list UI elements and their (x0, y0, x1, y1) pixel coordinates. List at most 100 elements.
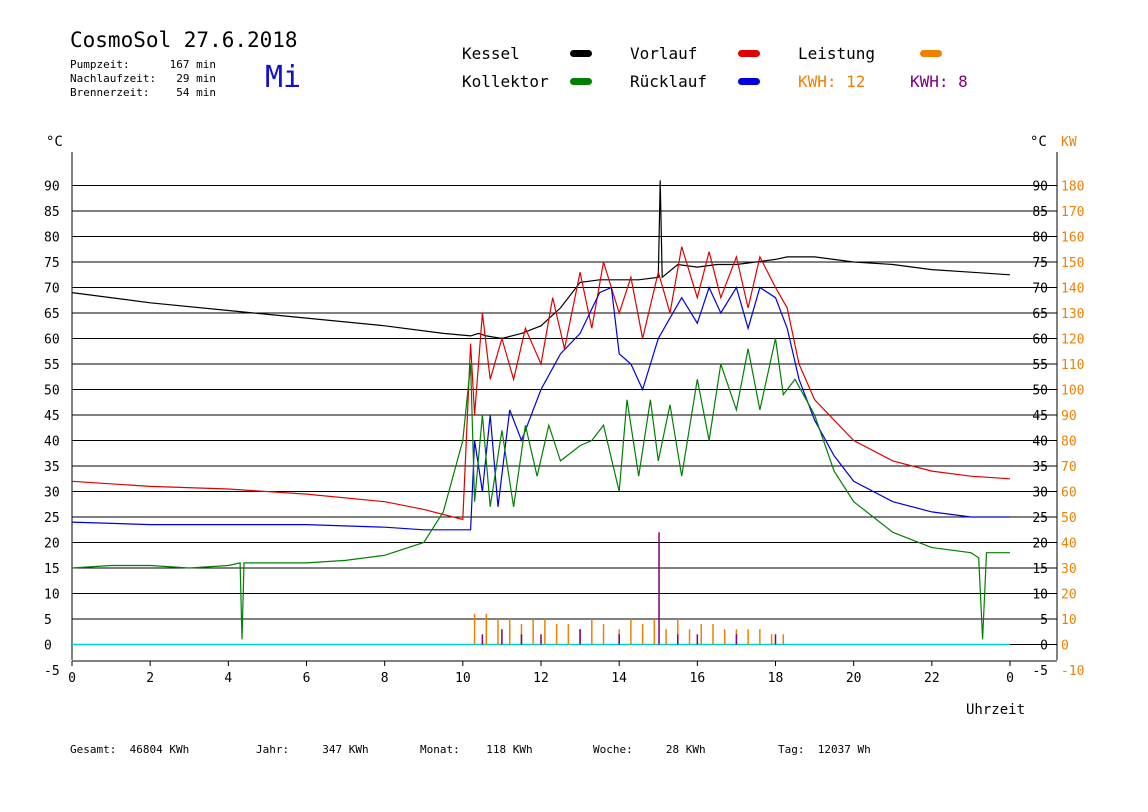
x-tick-label: 16 (690, 671, 706, 686)
weekday-label: Mi (265, 60, 302, 95)
x-axis-ticks: 0 2 4 6 8 10 12 14 16 18 20 22 0 (68, 661, 1014, 686)
pump-time: Pumpzeit: 167 min (70, 58, 216, 71)
y-tick-label-power: 130 (1061, 307, 1084, 322)
x-tick-label: 18 (768, 671, 784, 686)
y-tick-label-power: 60 (1061, 486, 1077, 501)
footer-woche: Woche: 28 KWh (593, 743, 706, 756)
y-tick-label: 5 (44, 613, 52, 628)
legend-kwh-2: KWH: 8 (910, 72, 968, 91)
nachlauf-time-label: Nachlaufzeit: (70, 72, 157, 85)
pump-time-value: 167 min (169, 58, 216, 71)
y-tick-label: 25 (44, 511, 60, 526)
x-tick-label: 12 (533, 671, 549, 686)
y-tick-label: 90 (44, 180, 60, 195)
y-tick-label-right: 15 (1032, 562, 1048, 577)
y-tick-label-right: -5 (1032, 664, 1048, 679)
y-tick-label-power: -10 (1061, 664, 1084, 679)
legend-kessel-swatch (570, 50, 592, 57)
legend-vorlauf-swatch (738, 50, 760, 57)
y-tick-label-power: 110 (1061, 358, 1084, 373)
legend-leistung-swatch (920, 50, 942, 57)
legend-leistung: Leistung (798, 44, 876, 63)
x-tick-label: 0 (68, 671, 76, 686)
y-axis-label-power: KW (1061, 135, 1077, 150)
y-tick-label-power: 180 (1061, 180, 1084, 195)
y-tick-label-power: 90 (1061, 409, 1077, 424)
y-tick-label-power: 40 (1061, 537, 1077, 552)
y-tick-label-power: 170 (1061, 205, 1084, 220)
nachlauf-time: Nachlaufzeit: 29 min (70, 72, 216, 85)
y-tick-label-right: 45 (1032, 409, 1048, 424)
y-tick-label-power: 30 (1061, 562, 1077, 577)
footer-monat-label: Monat: (420, 743, 460, 756)
footer-tag: Tag: 12037 Wh (778, 743, 871, 756)
y-tick-label: 0 (44, 639, 52, 654)
footer-tag-value: 12037 Wh (817, 743, 871, 756)
y-tick-label: 15 (44, 562, 60, 577)
legend-ruecklauf: Rücklauf (630, 72, 708, 91)
footer-jahr: Jahr: 347 KWh (256, 743, 369, 756)
x-tick-label: 22 (924, 671, 940, 686)
y-tick-label-right: 55 (1032, 358, 1048, 373)
y-tick-label: 40 (44, 435, 60, 450)
y-tick-label-right: 35 (1032, 460, 1048, 475)
y-tick-label-power: 80 (1061, 435, 1077, 450)
y-tick-label-power: 120 (1061, 333, 1084, 348)
series-line-kessel (71, 180, 1011, 340)
x-tick-label: 8 (381, 671, 389, 686)
page-title: CosmoSol 27.6.2018 (70, 28, 298, 52)
y-tick-label-power: 150 (1061, 256, 1084, 271)
legend-kwh-1: KWH: 12 (798, 72, 866, 91)
y-tick-label-power: 100 (1061, 384, 1084, 399)
x-tick-label: 4 (224, 671, 232, 686)
legend-vorlauf: Vorlauf (630, 44, 698, 63)
legend-kollektor: Kollektor (462, 72, 549, 91)
footer-monat: Monat: 118 KWh (420, 743, 533, 756)
y-tick-label-right: 40 (1032, 435, 1048, 450)
y-tick-label-power: 20 (1061, 588, 1077, 603)
y-tick-label-power: 0 (1061, 639, 1069, 654)
y-tick-label-right: 25 (1032, 511, 1048, 526)
x-tick-label: 0 (1006, 671, 1014, 686)
footer-woche-value: 28 KWh (665, 743, 706, 756)
nachlauf-time-value: 29 min (176, 72, 216, 85)
footer-tag-label: Tag: (778, 743, 805, 756)
grid-lines (71, 152, 1058, 662)
y-axis-label-left: °C (46, 134, 63, 150)
x-axis-label: Uhrzeit (966, 702, 1025, 718)
series-line-vorlauf (71, 246, 1011, 521)
y-tick-label-right: 5 (1040, 613, 1048, 628)
legend-kessel: Kessel (462, 44, 520, 63)
y-tick-label: 30 (44, 486, 60, 501)
legend-kollektor-swatch (570, 78, 592, 85)
y-tick-label-right: 50 (1032, 384, 1048, 399)
footer-monat-value: 118 KWh (486, 743, 533, 756)
y-tick-label: 85 (44, 205, 60, 220)
y-tick-label-right: 0 (1040, 639, 1048, 654)
footer-gesamt-value: 46804 KWh (129, 743, 190, 756)
footer-woche-label: Woche: (593, 743, 633, 756)
y-tick-label-power: 10 (1061, 613, 1077, 628)
y-tick-label: -5 (44, 664, 60, 679)
series-line-r-cklauf (71, 285, 1010, 531)
footer-gesamt: Gesamt: 46804 KWh (70, 743, 189, 756)
y-tick-label-right: 65 (1032, 307, 1048, 322)
y-tick-label: 75 (44, 256, 60, 271)
x-tick-label: 20 (846, 671, 862, 686)
plot-area (71, 180, 1011, 645)
y-tick-label-right: 60 (1032, 333, 1048, 348)
x-tick-label: 2 (146, 671, 154, 686)
y-tick-label-power: 160 (1061, 231, 1084, 246)
y-tick-label-right: 30 (1032, 486, 1048, 501)
y-tick-label-right: 20 (1032, 537, 1048, 552)
y-tick-label-right: 85 (1032, 205, 1048, 220)
x-tick-label: 10 (455, 671, 471, 686)
y-tick-label: 65 (44, 307, 60, 322)
y-tick-label: 10 (44, 588, 60, 603)
pump-time-label: Pumpzeit: (70, 58, 130, 71)
brenner-time: Brennerzeit: 54 min (70, 86, 216, 99)
y-tick-label-right: 80 (1032, 231, 1048, 246)
y-tick-label: 70 (44, 282, 60, 297)
